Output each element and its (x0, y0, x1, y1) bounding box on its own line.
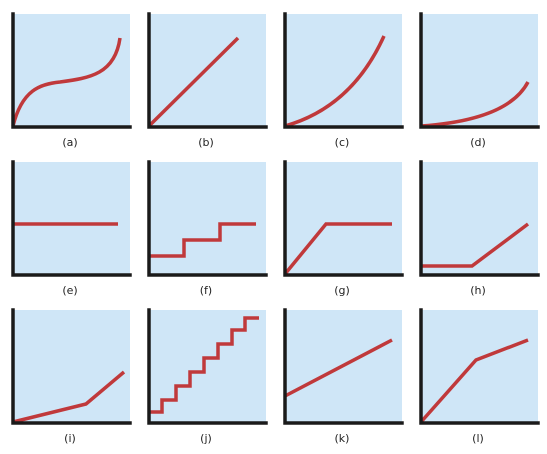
graph-label: (l) (472, 432, 484, 445)
graph-a-plot (11, 12, 132, 129)
plot-background (421, 310, 538, 423)
curve-a (11, 37, 122, 127)
plot-background (13, 14, 130, 127)
axes (283, 160, 404, 277)
plot-background (421, 162, 538, 275)
axes (419, 12, 540, 129)
graph-k-plot (283, 308, 404, 425)
curve-f (149, 222, 256, 258)
graph-label: (a) (62, 136, 78, 149)
axes (147, 12, 268, 129)
graph-label: (c) (334, 136, 350, 149)
graph-b: (b) (146, 12, 268, 152)
curve-h (421, 222, 530, 268)
curve-i (12, 370, 126, 424)
plot-background (13, 310, 130, 423)
graph-f-plot (147, 160, 268, 277)
axes (11, 160, 132, 277)
graph-e-plot (11, 160, 132, 277)
graph-f: (f) (146, 160, 268, 300)
graph-label: (b) (198, 136, 214, 149)
curve-b (147, 36, 240, 128)
graph-b-plot (147, 12, 268, 129)
plot-background (13, 162, 130, 275)
graph-g: (g) (282, 160, 404, 300)
curve-c (284, 35, 386, 128)
curve-j (149, 316, 259, 414)
plot-background (285, 14, 402, 127)
graph-j-plot (147, 308, 268, 425)
curve-k (284, 338, 393, 398)
graph-label: (g) (334, 284, 350, 297)
plot-background (421, 14, 538, 127)
graph-label: (i) (64, 432, 76, 445)
axes (147, 308, 268, 425)
axes (283, 308, 404, 425)
graph-d-plot (419, 12, 540, 129)
graph-label: (k) (334, 432, 350, 445)
graph-label: (d) (470, 136, 486, 149)
graph-label: (e) (62, 284, 78, 297)
axes (283, 12, 404, 129)
curve-d (420, 81, 530, 128)
graph-a: (a) (10, 12, 132, 152)
graph-i: (i) (10, 308, 132, 448)
plot-background (149, 162, 266, 275)
graph-j: (j) (146, 308, 268, 448)
graph-label: (f) (199, 284, 213, 297)
curve-l (419, 338, 529, 424)
graph-g-plot (283, 160, 404, 277)
axes (419, 160, 540, 277)
graph-h: (h) (418, 160, 540, 300)
graph-label: (j) (200, 432, 212, 445)
graph-label: (h) (470, 284, 486, 297)
axes (11, 308, 132, 425)
graph-k: (k) (282, 308, 404, 448)
graph-d: (d) (418, 12, 540, 152)
graph-h-plot (419, 160, 540, 277)
graph-c-plot (283, 12, 404, 129)
plot-background (285, 162, 402, 275)
graph-e: (e) (10, 160, 132, 300)
graph-l-plot (419, 308, 540, 425)
plot-background (149, 310, 266, 423)
graph-c: (c) (282, 12, 404, 152)
graph-l: (l) (418, 308, 540, 448)
graph-i-plot (11, 308, 132, 425)
axes (419, 308, 540, 425)
axes (147, 160, 268, 277)
axes (11, 12, 132, 129)
curve-g (283, 222, 392, 276)
